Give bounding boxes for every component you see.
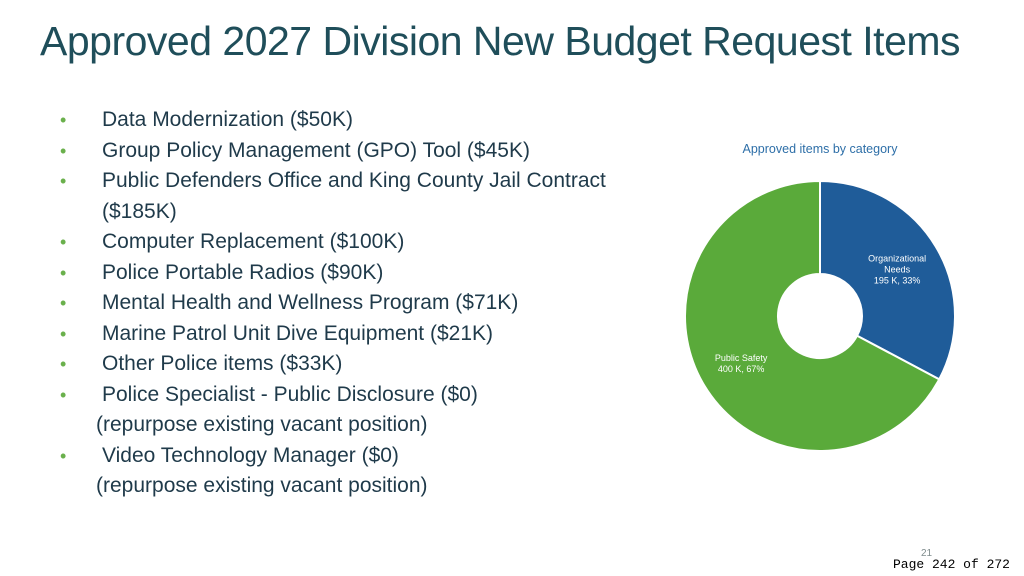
slide-number: 21 <box>921 548 933 559</box>
budget-item-note: (repurpose existing vacant position) <box>96 474 428 497</box>
donut-chart: Approved items by category Organizationa… <box>680 138 970 458</box>
slice-label: Organizational <box>868 254 926 264</box>
bullet-icon: • <box>60 110 67 130</box>
budget-item-text: Other Police items ($33K) <box>102 352 343 375</box>
budget-item-text: Data Modernization ($50K) <box>102 108 353 131</box>
budget-item: • Police Specialist - Public Disclosure (… <box>60 380 620 441</box>
donut-slice <box>819 179 956 381</box>
bullet-icon: • <box>60 171 67 191</box>
budget-item: • Marine Patrol Unit Dive Equipment ($21K… <box>60 319 620 350</box>
budget-item-text: Group Policy Management (GPO) Tool ($45K… <box>102 138 530 162</box>
bullet-icon: • <box>60 354 67 374</box>
budget-item-text: Public Defenders Office and King County … <box>102 169 606 223</box>
bullet-icon: • <box>60 232 67 252</box>
budget-item: • Computer Replacement ($100K) <box>60 227 620 258</box>
budget-item: • Mental Health and Wellness Program ($71… <box>60 288 620 319</box>
budget-item-text: Police Portable Radios ($90K) <box>102 260 384 284</box>
slice-label: 195 K, 33% <box>874 276 921 286</box>
budget-item: • Other Police items ($33K) <box>60 349 620 380</box>
budget-item: • Group Policy Management (GPO) Tool ($45… <box>60 136 620 167</box>
slice-label: Needs <box>884 265 911 275</box>
budget-item: • Police Portable Radios ($90K) <box>60 258 620 289</box>
bullet-icon: • <box>60 293 67 313</box>
donut-slice <box>684 179 941 452</box>
bullet-icon: • <box>60 445 67 466</box>
budget-item-text: Video Technology Manager ($0) <box>102 443 399 467</box>
budget-item-text: Marine Patrol Unit Dive Equipment ($21K) <box>102 321 494 345</box>
budget-item-text: Computer Replacement ($100K) <box>102 230 405 253</box>
budget-item-note: (repurpose existing vacant position) <box>96 413 428 436</box>
page-footer: Page 242 of 272 <box>892 557 1010 572</box>
budget-item: • Public Defenders Office and King County… <box>60 166 620 227</box>
slice-label: Public Safety <box>715 353 768 363</box>
bullet-icon: • <box>60 323 67 344</box>
budget-item: • Data Modernization ($50K) <box>60 105 620 136</box>
slide-title: Approved 2027 Division New Budget Reques… <box>40 18 961 64</box>
budget-items-list: • Data Modernization ($50K) • Group Policy … <box>60 105 620 502</box>
budget-item-text: Police Specialist - Public Disclosure ($… <box>102 382 478 406</box>
bullet-icon: • <box>60 384 67 405</box>
slice-label: 400 K, 67% <box>718 364 765 374</box>
chart-title: Approved items by category <box>742 142 898 156</box>
bullet-icon: • <box>60 262 67 283</box>
budget-item-text: Mental Health and Wellness Program ($71K… <box>102 291 519 314</box>
budget-item: • Video Technology Manager ($0) (repurpose… <box>60 441 620 502</box>
bullet-icon: • <box>60 140 67 161</box>
